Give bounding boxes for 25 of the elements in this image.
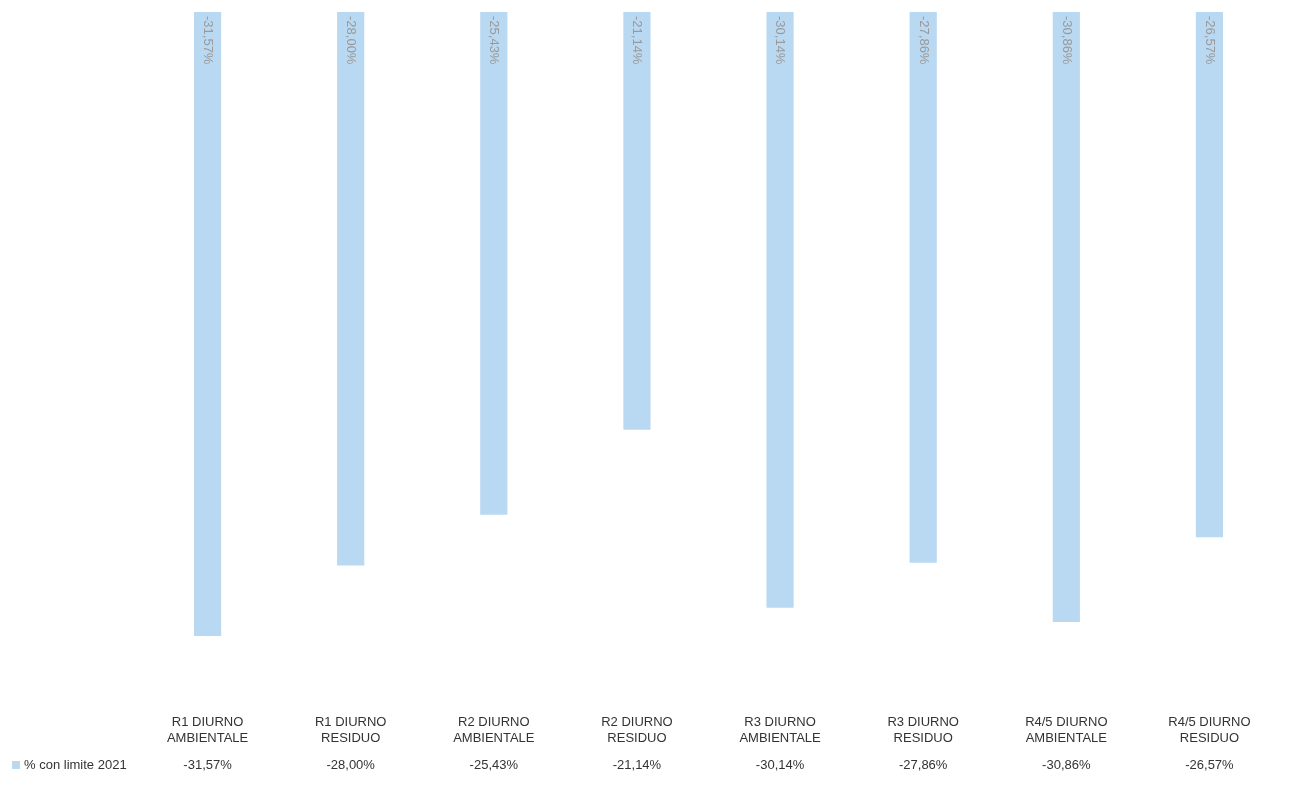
x-tick-label: R2 DIURNO AMBIENTALE bbox=[453, 714, 535, 745]
data-label: -31,57% bbox=[183, 756, 233, 772]
data-label: -27,86% bbox=[898, 756, 948, 772]
text: -25,43% bbox=[487, 16, 503, 65]
x-tick-label: R3 DIURNO AMBIENTALE bbox=[739, 714, 822, 745]
x-tick-label: R4/5 DIURNO AMBIENTALE bbox=[1025, 714, 1108, 745]
x-tick-label: R1 DIURNO RESIDUO bbox=[314, 714, 387, 745]
data-label: -26,57% bbox=[1185, 756, 1235, 772]
x-tick-label: R1 DIURNO AMBIENTALE bbox=[166, 714, 249, 745]
x-tick-label: R3 DIURNO RESIDUO bbox=[887, 714, 959, 745]
text: -30,86% bbox=[1059, 16, 1075, 65]
text: -26,57% bbox=[1202, 16, 1218, 65]
text: -27,86% bbox=[916, 16, 932, 65]
data-label: -30,14% bbox=[755, 756, 805, 772]
text: -30,14% bbox=[773, 16, 789, 65]
data-label: -28,00% bbox=[326, 756, 376, 772]
text: -28,00% bbox=[344, 16, 360, 65]
data-label: -25,43% bbox=[469, 756, 519, 772]
text: -31,57% bbox=[200, 16, 216, 65]
legend-label: % con limite 2021 bbox=[24, 756, 127, 772]
x-tick-label: R2 DIURNO RESIDUO bbox=[601, 714, 673, 745]
text: -21,14% bbox=[630, 16, 646, 65]
x-tick-label: R4/5 DIURNO RESIDUO bbox=[1168, 714, 1251, 745]
data-label: -21,14% bbox=[612, 756, 662, 772]
data-label: -30,86% bbox=[1042, 756, 1091, 772]
